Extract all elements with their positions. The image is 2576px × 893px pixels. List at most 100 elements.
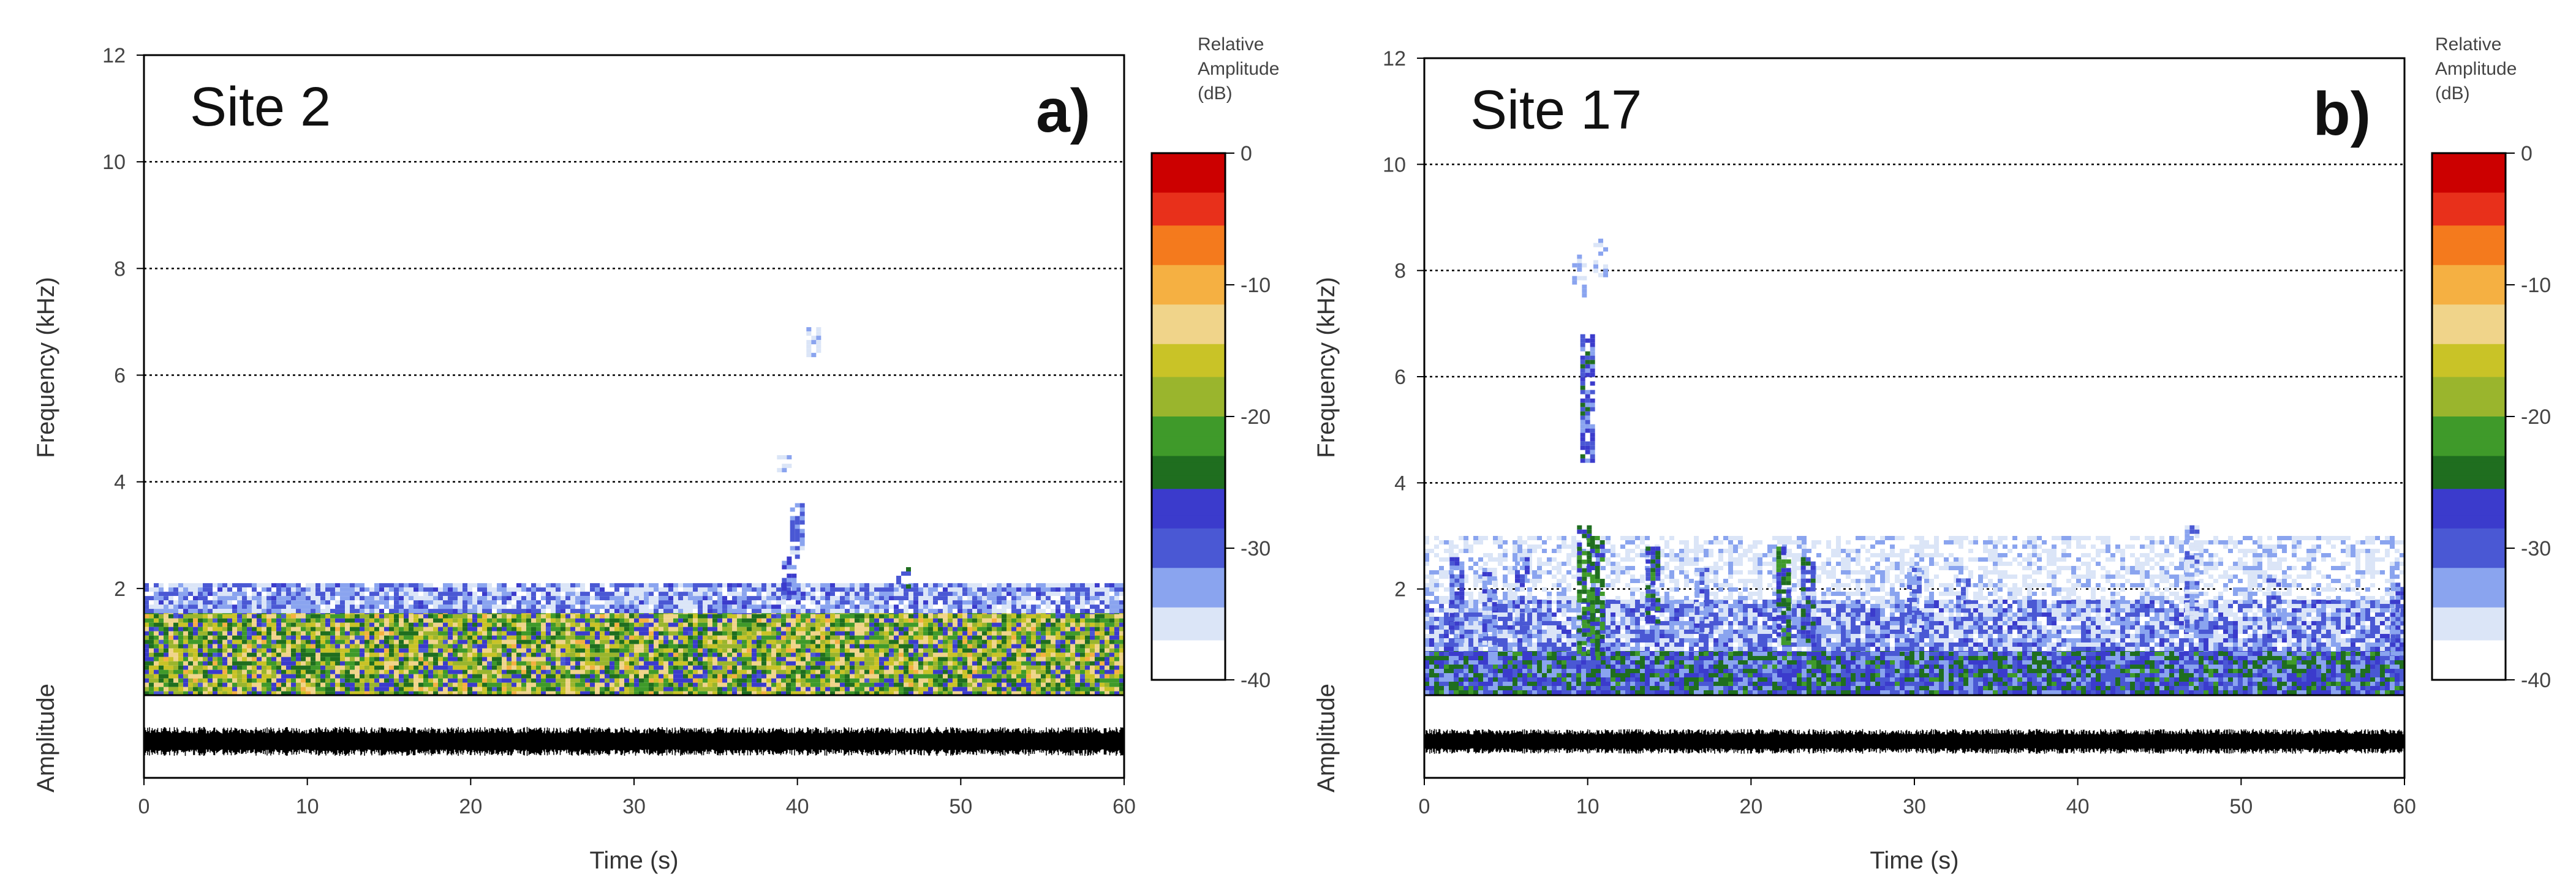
spectrogram-cell <box>629 587 634 592</box>
spectrogram-cell <box>276 652 281 657</box>
spectrogram-cell <box>463 618 467 623</box>
spectrogram-cell <box>301 583 306 588</box>
spectrogram-cell <box>967 587 972 592</box>
spectrogram-cell <box>1070 687 1075 691</box>
spectrogram-cell <box>355 687 360 691</box>
spectrogram-cell <box>565 648 570 653</box>
spectrogram-cell <box>575 657 580 661</box>
spectrogram-cell <box>570 665 575 670</box>
spectrogram-cell <box>600 648 605 653</box>
spectrogram-cell <box>693 669 698 674</box>
spectrogram-cell <box>487 661 492 666</box>
spectrogram-cell <box>899 682 904 687</box>
spectrogram-cell <box>198 652 203 657</box>
spectrogram-cell <box>855 687 859 691</box>
spectrogram-cell <box>561 618 565 623</box>
spectrogram-cell <box>781 648 786 653</box>
spectrogram-cell <box>869 644 874 649</box>
spectrogram-cell <box>727 596 732 601</box>
spectrogram-cell <box>766 639 771 644</box>
spectrogram-cell <box>757 674 761 679</box>
spectrogram-cell <box>467 639 472 644</box>
spectrogram-cell <box>575 587 580 592</box>
spectrogram-cell <box>1031 622 1036 627</box>
spectrogram-cell <box>394 665 399 670</box>
spectrogram-cell <box>806 635 810 640</box>
spectrogram-cell <box>908 678 913 683</box>
spectrogram-cell <box>458 652 463 657</box>
spectrogram-cell <box>512 691 516 695</box>
spectrogram-cell <box>614 657 619 661</box>
spectrogram-cell <box>825 596 830 601</box>
spectrogram-cell <box>369 614 374 619</box>
spectrogram-cell <box>830 678 835 683</box>
spectrogram-cell <box>423 687 428 691</box>
spectrogram-cell <box>360 587 364 592</box>
spectrogram-cell <box>404 652 409 657</box>
spectrogram-cell <box>183 682 188 687</box>
spectrogram-cell <box>835 618 840 623</box>
spectrogram-cell <box>820 687 825 691</box>
spectrogram-cell <box>904 661 908 666</box>
spectrogram-cell <box>242 631 247 636</box>
spectrogram-cell <box>232 583 237 588</box>
spectrogram-cell <box>507 674 512 679</box>
spectrogram-cell <box>977 661 982 666</box>
spectrogram-cell <box>521 596 526 601</box>
spectrogram-cell <box>580 665 585 670</box>
spectrogram-cell <box>879 635 884 640</box>
spectrogram-cell <box>1016 652 1021 657</box>
spectrogram-cell <box>761 674 766 679</box>
spectrogram-cell <box>894 674 899 679</box>
spectrogram-cell <box>590 644 595 649</box>
spectrogram-cell <box>546 644 551 649</box>
spectrogram-cell <box>659 669 663 674</box>
spectrogram-cell <box>1026 652 1031 657</box>
spectrogram-cell <box>673 631 678 636</box>
spectrogram-cell <box>433 669 438 674</box>
spectrogram-cell <box>198 600 203 605</box>
spectrogram-cell <box>355 635 360 640</box>
spectrogram-cell <box>1016 622 1021 627</box>
spectrogram-cell <box>580 627 585 631</box>
spectrogram-cell <box>953 596 958 601</box>
spectrogram-cell <box>1090 635 1095 640</box>
spectrogram-cell <box>1011 644 1016 649</box>
spectrogram-cell <box>859 661 864 666</box>
spectrogram-cell <box>590 596 595 601</box>
spectrogram-cell <box>1109 622 1114 627</box>
spectrogram-cell <box>320 622 325 627</box>
spectrogram-cell <box>418 678 423 683</box>
spectrogram-cell <box>663 687 668 691</box>
spectrogram-cell <box>477 652 482 657</box>
spectrogram-cell <box>453 618 458 623</box>
spectrogram-cell <box>722 674 727 679</box>
spectrogram-cell <box>521 583 526 588</box>
spectrogram-cell <box>173 592 178 597</box>
spectrogram-cell <box>546 682 551 687</box>
spectrogram-cell <box>330 587 335 592</box>
spectrogram-cell <box>1051 627 1056 631</box>
spectrogram-cell <box>531 657 536 661</box>
spectrogram-cell <box>340 592 345 597</box>
spectrogram-cell <box>673 583 678 588</box>
spectrogram-cell <box>752 627 757 631</box>
spectrogram-cell <box>409 687 414 691</box>
spectrogram-cell <box>1007 614 1011 619</box>
spectrogram-cell <box>428 687 433 691</box>
spectrogram-cell <box>683 614 688 619</box>
spectrogram-cell <box>722 631 727 636</box>
spectrogram-cell <box>830 665 835 670</box>
spectrogram-cell <box>757 669 761 674</box>
spectrogram-cell <box>619 600 624 605</box>
spectrogram-cell <box>742 691 747 695</box>
spectrogram-cell <box>747 618 752 623</box>
spectrogram-cell <box>409 635 414 640</box>
spectrogram-cell <box>443 678 448 683</box>
spectrogram-cell <box>340 583 345 588</box>
spectrogram-cell <box>521 665 526 670</box>
spectrogram-cell <box>178 622 183 627</box>
spectrogram-cell <box>281 622 286 627</box>
spectrogram-cell <box>683 627 688 631</box>
spectrogram-cell <box>330 644 335 649</box>
